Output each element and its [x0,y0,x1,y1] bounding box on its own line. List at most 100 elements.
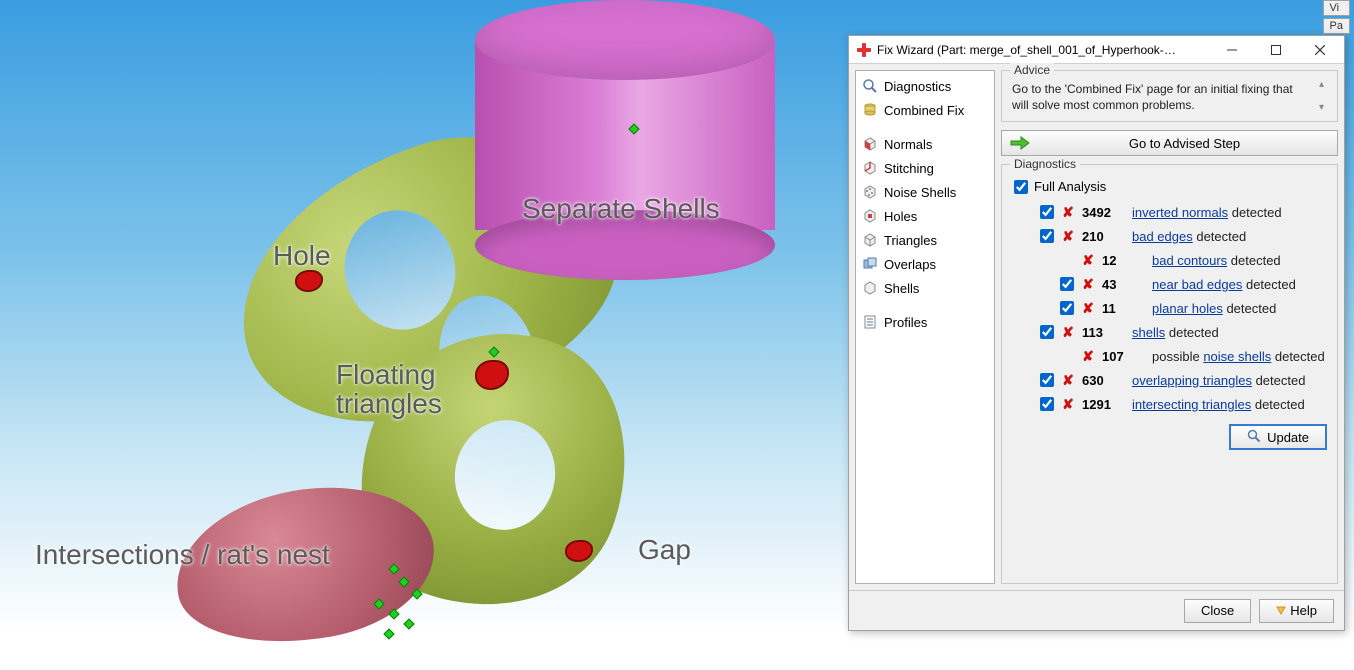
diagnostic-label: planar holes detected [1152,301,1276,316]
diagnostic-checkbox[interactable] [1040,229,1054,243]
nav-label: Overlaps [884,257,936,272]
wizard-content-panel: Advice Go to the 'Combined Fix' page for… [1001,70,1338,584]
diagnostic-row: ✘113shells detected [1040,322,1327,342]
cylinder-icon [862,102,878,118]
nav-item-normals[interactable]: Normals [858,133,992,155]
nav-label: Holes [884,209,917,224]
diagnostic-label: inverted normals detected [1132,205,1282,220]
nav-item-overlaps[interactable]: Overlaps [858,253,992,275]
dialog-titlebar[interactable]: Fix Wizard (Part: merge_of_shell_001_of_… [849,36,1344,64]
diagnostic-label: shells detected [1132,325,1219,340]
advised-button-label: Go to Advised Step [1040,136,1329,151]
magnifier-icon [862,78,878,94]
annotation-hole: Hole [273,241,331,270]
nav-label: Shells [884,281,919,296]
diagnostic-row: ✘3492inverted normals detected [1040,202,1327,222]
diagnostic-count: 210 [1082,229,1126,244]
help-button[interactable]: Help [1259,599,1334,623]
nav-item-stitching[interactable]: Stitching [858,157,992,179]
diagnostic-row: ✘ 1291 intersecting triangles detected [1040,394,1327,414]
tab-pa[interactable]: Pa [1323,18,1350,34]
diagnostics-list: ✘3492inverted normals detected ✘ 210 bad ed… [1012,202,1327,414]
fix-wizard-dialog: Fix Wizard (Part: merge_of_shell_001_of_… [848,35,1345,631]
diagnostic-link[interactable]: shells [1132,325,1165,340]
nav-item-diagnostics[interactable]: Diagnostics [858,75,992,97]
advice-group-title: Advice [1010,63,1054,77]
diagnostic-count: 12 [1102,253,1146,268]
diagnostic-link[interactable]: planar holes [1152,301,1223,316]
noise-icon [862,184,878,200]
diagnostics-group: Diagnostics Full Analysis ✘3492inverted … [1001,164,1338,584]
overlap-icon [862,256,878,272]
close-button[interactable]: Close [1184,599,1251,623]
diagnostic-row: ✘630overlapping triangles detected [1040,370,1327,390]
error-x-icon: ✘ [1080,252,1096,269]
diagnostic-row: ✘ 43 near bad edges detected [1040,274,1327,294]
nav-label: Normals [884,137,932,152]
diagnostic-link[interactable]: bad edges [1132,229,1193,244]
error-x-icon: ✘ [1060,396,1076,413]
window-maximize-button[interactable] [1254,37,1298,63]
diagnostic-checkbox[interactable] [1060,301,1074,315]
diagnostic-checkbox[interactable] [1060,277,1074,291]
diagnostic-row: ✘107possible noise shells detected [1040,346,1327,366]
advice-scroll-arrows[interactable]: ▴ ▾ [1319,79,1333,113]
error-x-icon: ✘ [1080,300,1096,317]
error-x-icon: ✘ [1080,276,1096,293]
update-button[interactable]: Update [1229,424,1327,450]
nav-label: Diagnostics [884,79,951,94]
diagnostic-checkbox[interactable] [1040,205,1054,219]
diagnostic-link[interactable]: overlapping triangles [1132,373,1252,388]
diagnostic-count: 630 [1082,373,1126,388]
diagnostic-link[interactable]: intersecting triangles [1132,397,1251,412]
chevron-up-icon[interactable]: ▴ [1319,79,1333,90]
nav-label: Noise Shells [884,185,956,200]
cube-icon [862,160,878,176]
full-analysis-label: Full Analysis [1034,179,1106,194]
nav-item-noise-shells[interactable]: Noise Shells [858,181,992,203]
dialog-title: Fix Wizard (Part: merge_of_shell_001_of_… [877,43,1177,57]
3d-viewport[interactable]: Vi Pa Separate Shells Hole Floating tria… [0,0,1354,631]
go-to-advised-step-button[interactable]: Go to Advised Step [1001,130,1338,156]
nav-label: Triangles [884,233,937,248]
diagnostic-label: possible noise shells detected [1152,349,1325,364]
diagnostic-count: 11 [1102,301,1146,316]
nav-item-profiles[interactable]: Profiles [858,311,992,333]
diagnostic-label: intersecting triangles detected [1132,397,1305,412]
diagnostics-group-title: Diagnostics [1010,157,1080,171]
diagnostic-row: ✘ 11 planar holes detected [1040,298,1327,318]
annotation-gap: Gap [638,535,691,564]
annotation-floating-triangles: Floating triangles [336,360,442,419]
cube-hole-icon [862,208,878,224]
magnifier-icon [1247,429,1261,446]
nav-label: Combined Fix [884,103,964,118]
tab-vi[interactable]: Vi [1323,0,1350,16]
cube-icon [862,136,878,152]
nav-item-combined-fix[interactable]: Combined Fix [858,99,992,121]
cube-icon [862,280,878,296]
nav-item-triangles[interactable]: Triangles [858,229,992,251]
wizard-nav-panel: Diagnostics Combined Fix Normals [855,70,995,584]
diagnostic-link[interactable]: bad contours [1152,253,1227,268]
nav-item-shells[interactable]: Shells [858,277,992,299]
diagnostic-link[interactable]: inverted normals [1132,205,1228,220]
full-analysis-input[interactable] [1014,180,1028,194]
diagnostic-checkbox[interactable] [1040,397,1054,411]
arrow-right-icon [1010,136,1030,150]
diagnostic-count: 1291 [1082,397,1126,412]
window-minimize-button[interactable] [1210,37,1254,63]
error-x-icon: ✘ [1060,228,1076,245]
diagnostic-label: near bad edges detected [1152,277,1296,292]
window-close-button[interactable] [1298,37,1342,63]
annotation-separate-shells: Separate Shells [522,194,720,223]
nav-label: Profiles [884,315,927,330]
annotation-intersections: Intersections / rat's nest [35,540,330,569]
diagnostic-link[interactable]: noise shells [1203,349,1271,364]
full-analysis-checkbox[interactable]: Full Analysis [1014,179,1327,194]
nav-item-holes[interactable]: Holes [858,205,992,227]
diagnostic-checkbox[interactable] [1040,325,1054,339]
diagnostic-count: 43 [1102,277,1146,292]
chevron-down-icon[interactable]: ▾ [1319,102,1333,113]
diagnostic-checkbox[interactable] [1040,373,1054,387]
diagnostic-link[interactable]: near bad edges [1152,277,1242,292]
